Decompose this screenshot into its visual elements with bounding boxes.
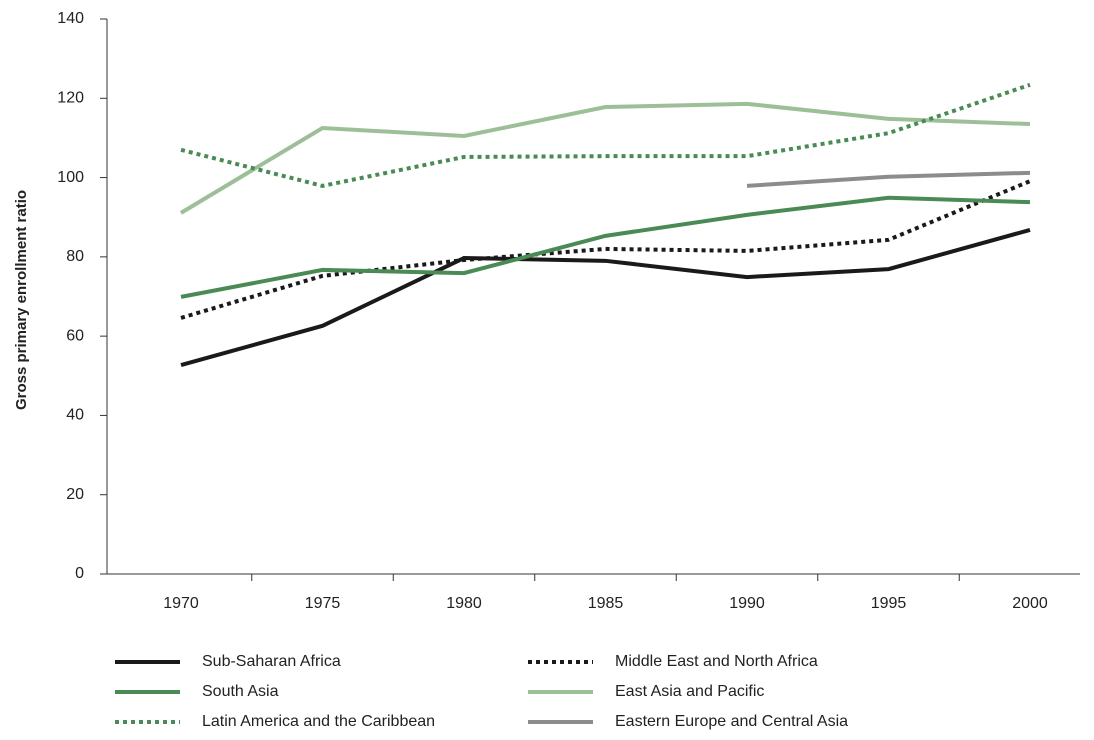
series-line [180, 179, 1031, 320]
y-tick-label: 20 [66, 486, 84, 503]
legend-label: East Asia and Pacific [615, 683, 764, 700]
x-tick-label: 1970 [163, 595, 199, 612]
legend-label: South Asia [202, 683, 279, 700]
series-line [180, 82, 1031, 188]
y-tick-label: 100 [57, 169, 84, 186]
x-tick-label: 1995 [871, 595, 907, 612]
legend-label: Latin America and the Caribbean [202, 713, 435, 730]
y-tick-label: 40 [66, 407, 84, 424]
series-line [179, 101, 1031, 215]
series-line [180, 195, 1031, 299]
series-line [180, 227, 1031, 368]
legend-label: Eastern Europe and Central Asia [615, 713, 848, 730]
x-tick-label: 1990 [729, 595, 765, 612]
x-tick-label: 1975 [305, 595, 341, 612]
y-tick-label: 0 [75, 565, 84, 582]
x-tick-label: 1980 [446, 595, 482, 612]
y-tick-label: 60 [66, 327, 84, 344]
y-axis-label: Gross primary enrollment ratio [13, 190, 30, 410]
x-tick-label: 2000 [1012, 595, 1048, 612]
series-line [746, 170, 1031, 188]
legend-label: Sub-Saharan Africa [202, 653, 341, 670]
y-tick-label: 80 [66, 248, 84, 265]
y-tick-label: 140 [57, 10, 84, 27]
legend-label: Middle East and North Africa [615, 653, 818, 670]
y-tick-label: 120 [57, 90, 84, 107]
x-tick-label: 1985 [588, 595, 624, 612]
